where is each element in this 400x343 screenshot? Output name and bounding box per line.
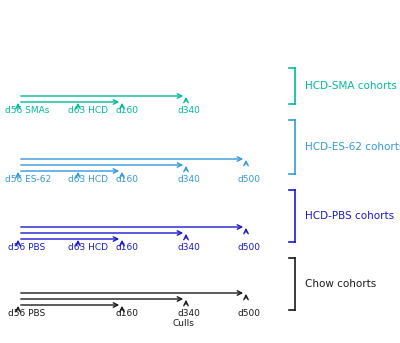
Text: d63 HCD: d63 HCD (68, 243, 108, 252)
Text: d340: d340 (178, 309, 201, 318)
Text: d56 PBS: d56 PBS (8, 243, 45, 252)
Text: d56 PBS: d56 PBS (8, 309, 45, 318)
Text: d340: d340 (178, 243, 201, 252)
Text: d63 HCD: d63 HCD (68, 106, 108, 115)
Text: d56 SMAs: d56 SMAs (5, 106, 49, 115)
Text: d500: d500 (238, 175, 261, 184)
Text: d500: d500 (238, 309, 261, 318)
Text: HCD-ES-62 cohorts: HCD-ES-62 cohorts (305, 142, 400, 152)
Text: d160: d160 (115, 175, 138, 184)
Text: d56 ES-62: d56 ES-62 (5, 175, 51, 184)
Text: d340: d340 (178, 106, 201, 115)
Text: Culls: Culls (172, 319, 194, 328)
Text: d160: d160 (115, 243, 138, 252)
Text: HCD-SMA cohorts: HCD-SMA cohorts (305, 81, 397, 91)
Text: d160: d160 (115, 309, 138, 318)
Text: d500: d500 (238, 243, 261, 252)
Text: d63 HCD: d63 HCD (68, 175, 108, 184)
Text: d340: d340 (178, 175, 201, 184)
Text: HCD-PBS cohorts: HCD-PBS cohorts (305, 211, 394, 221)
Text: Chow cohorts: Chow cohorts (305, 279, 376, 289)
Text: d160: d160 (115, 106, 138, 115)
